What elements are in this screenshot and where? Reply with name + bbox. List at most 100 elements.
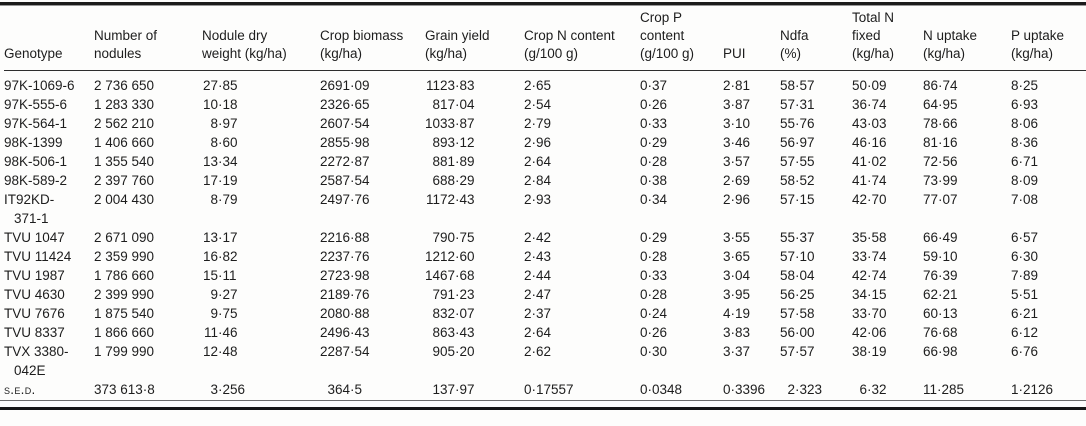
value-cell: 11·285 bbox=[923, 382, 965, 397]
value-cell: 12·48 bbox=[202, 344, 238, 359]
genotype-cell: TVU 11424 bbox=[4, 249, 72, 264]
integer-part: 881 bbox=[432, 154, 455, 169]
genotype-cell: 98K-1399 bbox=[4, 135, 63, 150]
value-cell: 56·97 bbox=[780, 135, 815, 150]
value-cell: 2723·98 bbox=[320, 268, 370, 283]
value-cell: 2·96 bbox=[723, 192, 751, 207]
value-cell: 41·74 bbox=[852, 173, 887, 188]
value-cell: 3·10 bbox=[723, 116, 751, 131]
integer-part: 56 bbox=[780, 325, 796, 340]
value-cell: 0·34 bbox=[640, 192, 668, 207]
value-cell: 0·33 bbox=[640, 116, 668, 131]
column-header-10: Total N fixed (kg/ha) bbox=[852, 7, 923, 71]
value-cell: 17·19 bbox=[202, 173, 238, 188]
value-cell: 2·43 bbox=[524, 249, 552, 264]
table-row: s.e.d. 373 613·8 3·256 364·5 137·97 0·17557 0·… bbox=[4, 380, 1086, 399]
genotype-cell: TVU 7676 bbox=[4, 306, 65, 321]
value-cell: 34·15 bbox=[852, 287, 887, 302]
value-cell: 86·74 bbox=[923, 78, 958, 93]
integer-part: 2237 bbox=[320, 249, 351, 264]
value-cell: 2189·76 bbox=[320, 287, 370, 302]
value-cell: 38·19 bbox=[852, 344, 887, 359]
value-cell: 2·54 bbox=[524, 97, 552, 112]
value-cell: 11·46 bbox=[203, 325, 238, 340]
column-header-8: PUI bbox=[723, 7, 780, 71]
value-cell: 2 397 760 bbox=[94, 173, 155, 188]
value-cell: 4·19 bbox=[723, 306, 751, 321]
value-cell: 57·10 bbox=[780, 249, 815, 264]
integer-part: 2496 bbox=[320, 325, 351, 340]
value-cell: 3·65 bbox=[723, 249, 751, 264]
value-cell: 27·85 bbox=[202, 78, 238, 93]
integer-part: 2080 bbox=[320, 306, 351, 321]
value-cell: 2 671 090 bbox=[94, 230, 155, 245]
value-cell: 77·07 bbox=[923, 192, 958, 207]
value-cell: 817·04 bbox=[425, 95, 524, 114]
integer-part: 34 bbox=[852, 287, 868, 302]
value-cell: 2216·88 bbox=[320, 230, 370, 245]
value-cell: 2080·88 bbox=[320, 306, 370, 321]
value-cell: 58·57 bbox=[780, 78, 815, 93]
value-cell: 6·32 bbox=[852, 380, 923, 399]
value-cell: 2 562 210 bbox=[94, 116, 155, 131]
integer-part: 57 bbox=[780, 249, 796, 264]
value-cell: 881·89 bbox=[425, 152, 524, 171]
integer-part: 17 bbox=[202, 173, 218, 188]
value-cell: 76·39 bbox=[923, 268, 958, 283]
table-row: 97K-564-1 2 562 210 8·97 2607·54 1033·87 2·79… bbox=[4, 114, 1086, 133]
integer-part: 58 bbox=[780, 173, 796, 188]
value-cell: 9·27 bbox=[202, 285, 320, 304]
value-cell: 59·10 bbox=[923, 249, 958, 264]
integer-part: 2189 bbox=[320, 287, 351, 302]
value-cell: 3·46 bbox=[723, 135, 751, 150]
integer-part: 1467 bbox=[425, 268, 456, 283]
value-cell: 72·56 bbox=[923, 154, 958, 169]
integer-part: 1033 bbox=[425, 116, 456, 131]
value-cell: 1 875 540 bbox=[94, 306, 155, 321]
value-cell: 2·44 bbox=[524, 268, 552, 283]
value-cell: 5·51 bbox=[1011, 287, 1039, 302]
table-body: 97K-1069-6 2 736 650 27·85 2691·09 1123·83 2·… bbox=[4, 71, 1086, 400]
integer-part: 9 bbox=[210, 306, 218, 321]
table-row: TVU 1987 1 786 660 15·11 2723·98 1467·68 2·44… bbox=[4, 266, 1086, 285]
value-cell: 7·08 bbox=[1011, 192, 1039, 207]
value-cell: 55·76 bbox=[780, 116, 815, 131]
value-cell: 8·06 bbox=[1011, 116, 1039, 131]
integer-part: 36 bbox=[852, 97, 868, 112]
value-cell: 1 866 660 bbox=[94, 325, 155, 340]
table-row: 98K-506-1 1 355 540 13·34 2272·87 881·89 2·64… bbox=[4, 152, 1086, 171]
value-cell: 6·57 bbox=[1011, 230, 1039, 245]
integer-part: 50 bbox=[852, 78, 868, 93]
value-cell: 832·07 bbox=[425, 304, 524, 323]
integer-part: 137 bbox=[432, 382, 455, 397]
integer-part: 1172 bbox=[425, 192, 455, 207]
table-top-rule bbox=[0, 2, 1086, 7]
table-row: 97K-1069-6 2 736 650 27·85 2691·09 1123·83 2·… bbox=[4, 71, 1086, 96]
value-cell: 1 283 330 bbox=[94, 97, 155, 112]
value-cell: 66·98 bbox=[923, 344, 958, 359]
value-cell: 55·37 bbox=[780, 230, 815, 245]
integer-part: 57 bbox=[780, 97, 796, 112]
integer-part: 42 bbox=[852, 192, 868, 207]
value-cell: 0·28 bbox=[640, 154, 668, 169]
value-cell: 60·13 bbox=[923, 306, 958, 321]
integer-part: 27 bbox=[202, 78, 218, 93]
value-cell: 3·256 bbox=[202, 380, 320, 399]
value-cell: 0·29 bbox=[640, 230, 668, 245]
integer-part: 6 bbox=[859, 382, 867, 397]
integer-part: 57 bbox=[780, 154, 796, 169]
genotype-cell: TVU 8337 bbox=[4, 325, 65, 340]
value-cell: 42·74 bbox=[852, 268, 887, 283]
value-cell: 790·75 bbox=[425, 228, 524, 247]
table-row: TVU 1047 2 671 090 13·17 2216·88 790·75 2·42 0… bbox=[4, 228, 1086, 247]
table-row: TVU 11424 2 359 990 16·82 2237·76 1212·60 2·4… bbox=[4, 247, 1086, 266]
integer-part: 13 bbox=[202, 154, 218, 169]
integer-part: 56 bbox=[780, 135, 796, 150]
value-cell: 57·57 bbox=[780, 344, 815, 359]
value-cell: 2496·43 bbox=[320, 325, 370, 340]
value-cell: 76·68 bbox=[923, 325, 958, 340]
column-header-3: Nodule dry weight (kg/ha) bbox=[202, 7, 320, 71]
integer-part: 2587 bbox=[320, 173, 351, 188]
value-cell: 56·00 bbox=[780, 325, 815, 340]
